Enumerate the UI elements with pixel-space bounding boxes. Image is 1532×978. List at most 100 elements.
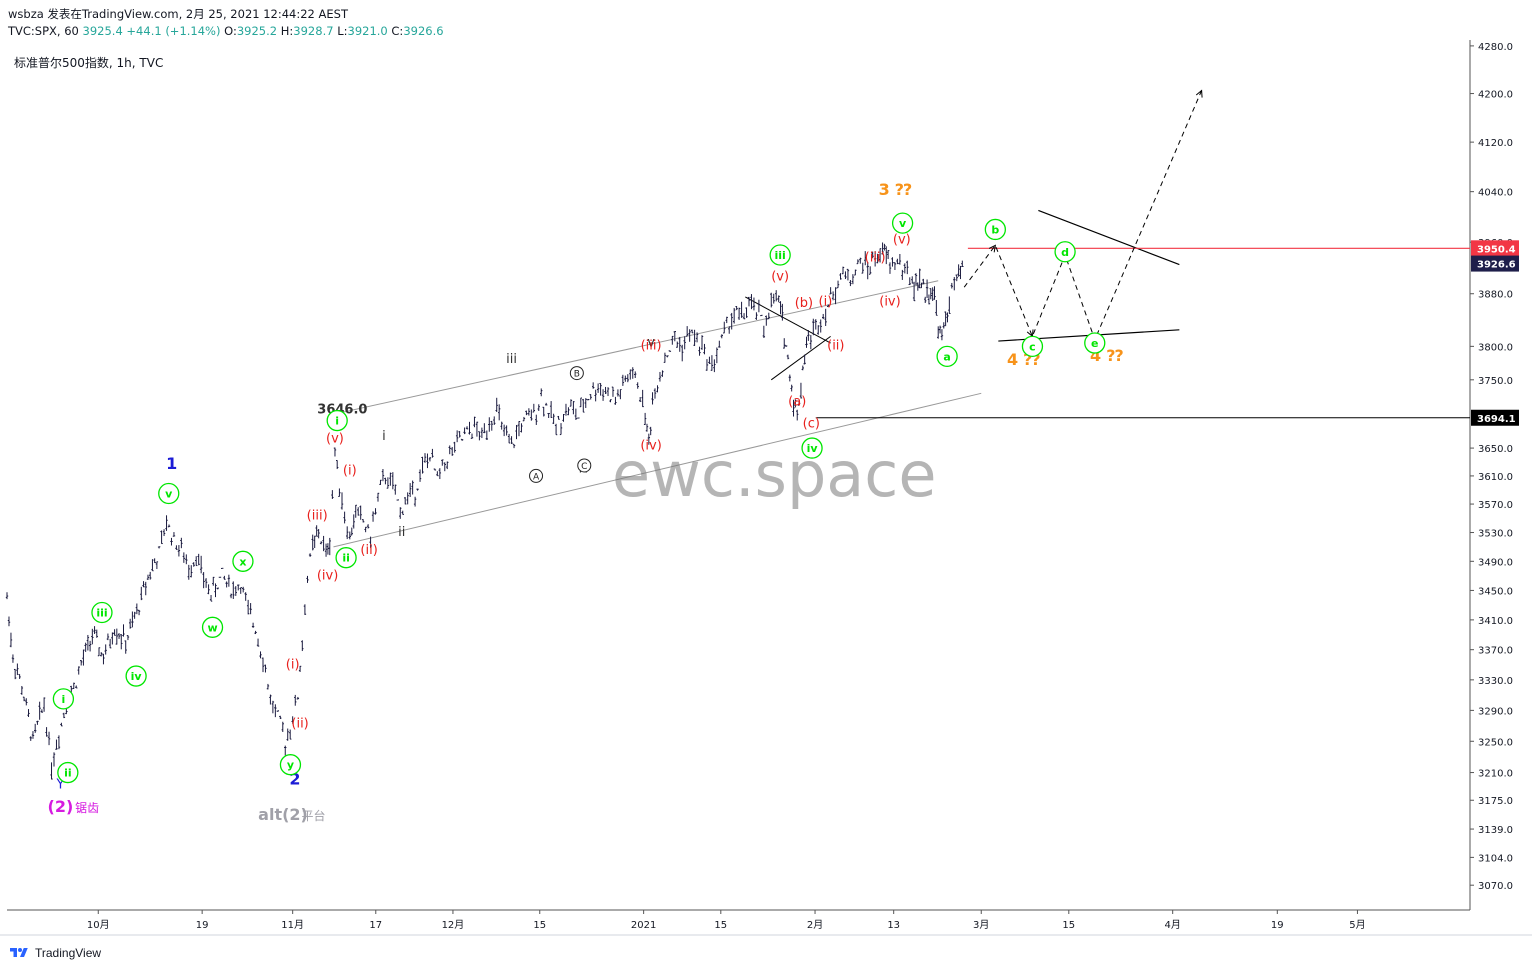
wave-label[interactable]: 锯齿: [75, 800, 99, 815]
x-tick-label: 15: [533, 920, 546, 931]
x-tick-label: 3月: [973, 919, 989, 931]
wave-circle-label: iv: [807, 442, 819, 455]
wave-circle-gray-marker[interactable]: [577, 458, 592, 473]
wave-circle-label: c: [1029, 340, 1036, 353]
wave-circle-marker[interactable]: [52, 688, 75, 710]
contracting-triangle-upper: [1038, 209, 1180, 266]
x-tick-label: 15: [714, 920, 727, 931]
y-tick-label: 4040.0: [1478, 188, 1513, 199]
wave-circle-marker[interactable]: [91, 601, 113, 624]
wave-circle-label: iv: [131, 670, 143, 683]
wave-circle-gray-label: A: [533, 472, 540, 482]
ohlc-legend: TVC:SPX, 60 3925.4 +44.1 (+1.14%) O:3925…: [8, 24, 444, 38]
wave-label[interactable]: (b): [795, 296, 813, 311]
high-label: H:: [280, 24, 294, 38]
wave-circle-label: i: [62, 693, 66, 706]
wave-label[interactable]: (v): [771, 270, 789, 285]
x-tick-label: 2月: [807, 919, 823, 931]
y-tick-label: 3800.0: [1478, 342, 1513, 353]
wave-label[interactable]: 3 ⁇: [879, 180, 912, 199]
wave-label[interactable]: (ii): [291, 716, 308, 731]
high-value: 3928.7: [293, 24, 334, 38]
close-value: 3926.6: [403, 24, 444, 38]
wave-circle-marker[interactable]: [201, 616, 224, 638]
x-tick-label: 12月: [442, 919, 465, 931]
wave-circle-gray-marker[interactable]: [529, 468, 544, 483]
wave-label[interactable]: v: [647, 335, 655, 350]
y-tick-label: 4120.0: [1478, 138, 1513, 149]
y-tick-label: 3530.0: [1478, 529, 1513, 540]
wave-circle-marker[interactable]: [769, 244, 791, 266]
wave-circle-marker[interactable]: [984, 218, 1006, 241]
wave-label[interactable]: (c): [803, 416, 820, 431]
last-price: 3925.4: [82, 24, 123, 38]
wave-label[interactable]: ii: [398, 525, 405, 540]
wave-circle-marker[interactable]: [232, 550, 254, 572]
y-tick-label: 3880.0: [1478, 290, 1513, 301]
y-tick-label: 3370.0: [1478, 646, 1513, 657]
x-tick-label: 4月: [1164, 919, 1180, 931]
wave-label[interactable]: alt(2): [258, 805, 308, 824]
y-tick-label: 4200.0: [1478, 90, 1513, 101]
wave-label[interactable]: (ii): [360, 543, 377, 558]
y-tick-label: 3290.0: [1478, 706, 1513, 717]
wave-label[interactable]: (2): [48, 797, 74, 816]
wave-label[interactable]: 平台: [301, 808, 325, 823]
wave-circle-marker[interactable]: [936, 345, 958, 367]
y-tick-label: 3490.0: [1478, 557, 1513, 568]
y-tick-label: 3104.0: [1478, 853, 1513, 864]
y-tick-label: 3070.0: [1478, 881, 1513, 892]
wave-label[interactable]: (a): [788, 395, 806, 410]
wave-label[interactable]: 1: [166, 454, 177, 473]
symbol-title[interactable]: 标准普尔500指数, 1h, TVC: [14, 56, 164, 70]
wave-label[interactable]: (iii): [865, 250, 886, 265]
x-tick-label: 10月: [87, 919, 110, 931]
wave-label[interactable]: 2: [289, 769, 300, 788]
wave-circle-marker[interactable]: [1084, 332, 1106, 354]
wave-circle-gray-marker[interactable]: [569, 366, 584, 381]
wave-label[interactable]: Y: [55, 777, 64, 792]
wave-label[interactable]: iii: [506, 352, 517, 367]
y-tick-label: 3610.0: [1478, 472, 1513, 483]
open-value: 3925.2: [236, 24, 278, 38]
wave-circle-marker[interactable]: [801, 437, 823, 459]
price-change: +44.1 (+1.14%): [126, 24, 221, 38]
wave-circle-marker[interactable]: [158, 482, 180, 505]
projection-arrowhead: [988, 244, 997, 253]
x-tick-label: 17: [369, 920, 382, 931]
wave-label[interactable]: (v): [893, 232, 911, 247]
wave-circle-marker[interactable]: [891, 212, 914, 234]
wave-circle-marker[interactable]: [335, 547, 357, 569]
x-tick-label: 15: [1062, 920, 1075, 931]
tradingview-logo-icon: [10, 948, 28, 957]
y-tick-label: 3330.0: [1478, 676, 1513, 687]
plot-area[interactable]: [7, 40, 1470, 910]
wave-label[interactable]: (iv): [879, 294, 900, 309]
wave-circle-label: x: [239, 555, 246, 568]
price-tag-3694.1: [1471, 409, 1519, 426]
wave-circle-marker[interactable]: [1054, 241, 1076, 263]
y-tick-label: 3410.0: [1478, 616, 1513, 627]
wave-label[interactable]: (i): [819, 294, 833, 309]
wave-circle-marker[interactable]: [1021, 335, 1044, 358]
wave-label[interactable]: (iv): [640, 438, 661, 453]
wave-label[interactable]: (iii): [307, 509, 328, 524]
low-label: L:: [337, 24, 348, 38]
wave-circle-marker[interactable]: [279, 754, 302, 776]
wave-circle-marker[interactable]: [125, 665, 147, 687]
wave-label[interactable]: (ii): [827, 339, 844, 354]
wave-circle-gray-label: B: [574, 370, 580, 380]
tradingview-logo[interactable]: TradingView: [8, 946, 101, 960]
wave-circle-marker[interactable]: [57, 761, 79, 784]
wave-label[interactable]: (v): [326, 432, 344, 447]
price-tag-3926.6: [1471, 255, 1519, 272]
wave-circle-marker[interactable]: [326, 409, 348, 432]
wave-label[interactable]: i: [382, 429, 386, 444]
wave-label[interactable]: (iii): [641, 339, 662, 354]
wave-label[interactable]: (i): [286, 657, 300, 672]
wave-label[interactable]: (iv): [317, 568, 338, 583]
wave-label[interactable]: (i): [343, 464, 357, 479]
y-tick-label: 3750.0: [1478, 376, 1513, 387]
